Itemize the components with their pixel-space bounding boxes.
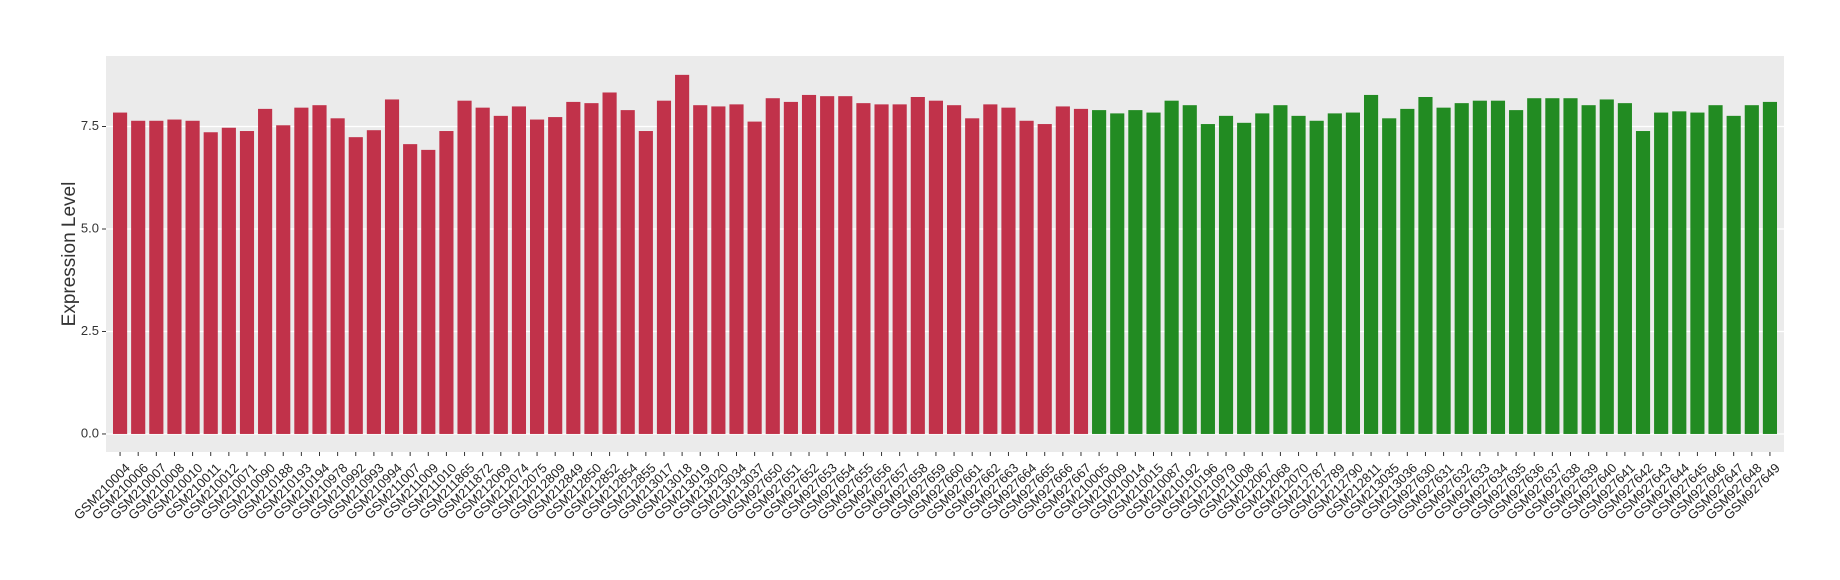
bar bbox=[1363, 94, 1379, 434]
bar bbox=[1690, 112, 1705, 434]
bar bbox=[258, 108, 273, 434]
bar bbox=[838, 96, 853, 434]
y-tick-label: 7.5 bbox=[81, 118, 99, 133]
y-tick-label: 0.0 bbox=[81, 425, 99, 440]
bar bbox=[801, 94, 817, 434]
bar bbox=[403, 144, 418, 434]
bar bbox=[185, 120, 200, 434]
bar bbox=[1617, 103, 1632, 434]
bar bbox=[928, 100, 944, 434]
bar bbox=[1400, 108, 1415, 434]
bar bbox=[820, 96, 835, 434]
bar bbox=[747, 121, 762, 434]
bar bbox=[511, 106, 527, 434]
bar bbox=[946, 105, 962, 434]
bar bbox=[475, 107, 490, 434]
bar bbox=[1019, 120, 1034, 434]
bar bbox=[1599, 99, 1614, 434]
bar bbox=[675, 74, 690, 434]
bar bbox=[711, 106, 726, 434]
bar bbox=[1726, 115, 1741, 434]
bar bbox=[1110, 113, 1125, 434]
bar bbox=[1672, 111, 1687, 434]
bar bbox=[529, 119, 545, 434]
bar bbox=[1472, 100, 1487, 434]
bar bbox=[693, 105, 708, 434]
bar bbox=[892, 104, 907, 434]
bar bbox=[348, 137, 363, 434]
bar bbox=[1581, 105, 1596, 434]
bar bbox=[312, 105, 327, 434]
bar bbox=[167, 119, 182, 434]
bar bbox=[729, 104, 744, 434]
bar bbox=[910, 96, 925, 434]
y-tick-label: 5.0 bbox=[81, 220, 99, 235]
bar bbox=[1509, 110, 1524, 434]
bar bbox=[856, 103, 871, 434]
bar bbox=[638, 131, 653, 434]
bar bbox=[1073, 108, 1089, 434]
bar bbox=[1527, 98, 1542, 434]
bar bbox=[602, 92, 617, 434]
bar bbox=[1164, 100, 1179, 434]
bar bbox=[1382, 118, 1397, 434]
bar bbox=[1001, 107, 1016, 434]
bar bbox=[584, 103, 599, 434]
bar bbox=[1654, 112, 1669, 434]
bar bbox=[1146, 112, 1161, 434]
bar bbox=[1345, 112, 1361, 434]
bar bbox=[1182, 105, 1197, 434]
bar bbox=[1327, 113, 1342, 434]
bar bbox=[1436, 107, 1451, 434]
bar bbox=[421, 149, 436, 434]
bar bbox=[384, 99, 400, 434]
bar bbox=[874, 104, 889, 434]
bar bbox=[1563, 98, 1578, 434]
bar bbox=[1128, 110, 1143, 434]
bar bbox=[1635, 131, 1651, 434]
bar bbox=[620, 110, 635, 434]
y-tick-label: 2.5 bbox=[81, 323, 99, 338]
bar bbox=[1744, 105, 1759, 434]
bar bbox=[1200, 124, 1215, 434]
bar bbox=[131, 120, 146, 434]
bar bbox=[965, 118, 980, 434]
bar bbox=[239, 131, 255, 434]
bar bbox=[221, 127, 236, 434]
bar bbox=[1055, 106, 1070, 434]
bar bbox=[765, 98, 780, 434]
bar bbox=[1237, 122, 1252, 434]
bar bbox=[1255, 113, 1270, 434]
bar bbox=[1490, 100, 1506, 434]
bar bbox=[112, 112, 128, 434]
bar bbox=[493, 115, 508, 434]
bar bbox=[1708, 105, 1723, 434]
bar bbox=[1092, 110, 1107, 434]
bar bbox=[1454, 103, 1469, 434]
bar bbox=[1037, 124, 1052, 434]
y-axis-label: Expression Level bbox=[59, 182, 80, 327]
bar bbox=[203, 132, 218, 434]
bar bbox=[1218, 115, 1234, 434]
bar bbox=[548, 117, 563, 434]
bar bbox=[1762, 101, 1778, 434]
bar bbox=[656, 100, 672, 434]
bar bbox=[366, 130, 381, 434]
bar bbox=[783, 101, 798, 434]
bar bbox=[1309, 120, 1324, 434]
bar bbox=[1418, 96, 1433, 434]
bar bbox=[330, 118, 345, 434]
bar bbox=[294, 107, 309, 434]
bar bbox=[566, 101, 581, 434]
bar bbox=[149, 120, 164, 434]
bar bbox=[1291, 115, 1306, 434]
bar bbox=[983, 104, 998, 434]
bar bbox=[439, 131, 454, 434]
bar bbox=[457, 100, 472, 434]
bar bbox=[1545, 98, 1560, 434]
bar bbox=[276, 125, 291, 434]
bar bbox=[1273, 105, 1288, 434]
